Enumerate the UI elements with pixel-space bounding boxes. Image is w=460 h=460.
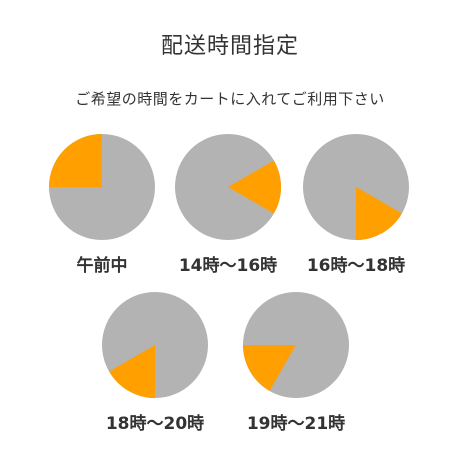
- clock-icon: [49, 134, 155, 240]
- time-slot-19-21[interactable]: 19時～21時: [236, 291, 356, 434]
- time-slot-label: 午前中: [76, 256, 128, 276]
- clock-icon: [303, 134, 409, 240]
- time-slot-label: 19時～21時: [246, 414, 346, 434]
- time-slot-14-16[interactable]: 14時～16時: [168, 133, 288, 276]
- time-slot-label: 16時～18時: [306, 256, 406, 276]
- time-range-wedge: [109, 345, 155, 398]
- clock-icon: [175, 134, 281, 240]
- page-title: 配送時間指定: [160, 34, 299, 59]
- clock-icon: [102, 292, 208, 398]
- time-range-wedge: [356, 187, 402, 240]
- time-range-wedge: [243, 345, 296, 391]
- time-range-wedge: [49, 134, 102, 187]
- clock-icon: [243, 292, 349, 398]
- time-range-wedge: [228, 160, 281, 214]
- page-subtitle: ご希望の時間をカートに入れてご利用下さい: [75, 90, 385, 108]
- time-slot-16-18[interactable]: 16時～18時: [296, 133, 416, 276]
- time-slot-label: 18時～20時: [105, 414, 205, 434]
- time-slot-morning[interactable]: 午前中: [42, 133, 162, 276]
- time-slot-label: 14時～16時: [178, 256, 278, 276]
- time-slot-18-20[interactable]: 18時～20時: [95, 291, 215, 434]
